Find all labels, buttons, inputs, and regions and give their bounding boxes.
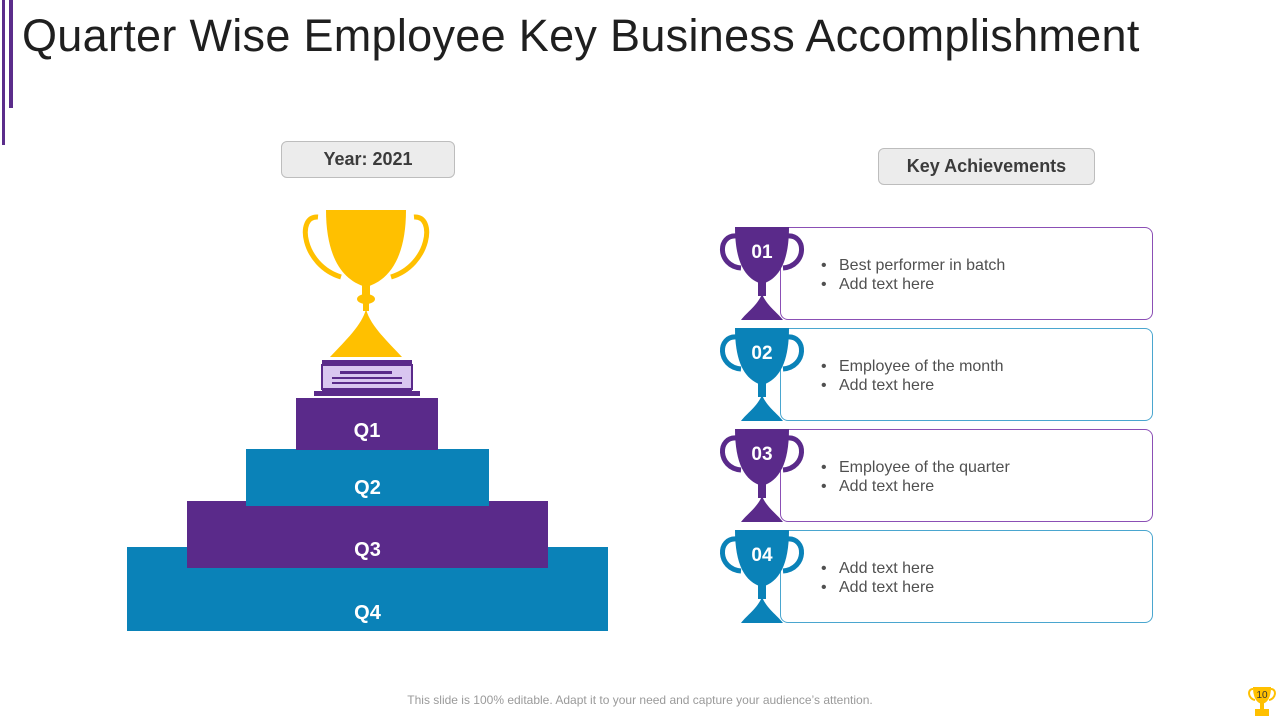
trophy-icon: 03: [717, 426, 807, 526]
achievement-card-3: Employee of the quarter Add text here: [780, 429, 1153, 522]
step-q3: Q3: [187, 501, 548, 568]
achievement-list: Add text here Add text here: [821, 559, 934, 597]
achievement-number: 03: [751, 444, 773, 465]
accent-bar: [2, 0, 5, 145]
key-achievements-label: Key Achievements: [878, 148, 1095, 185]
achievement-card-2: Employee of the month Add text here: [780, 328, 1153, 421]
achievement-number: 01: [751, 242, 773, 263]
achievement-number: 02: [751, 343, 773, 364]
trophy-icon: 01: [717, 224, 807, 324]
achievement-list: Employee of the month Add text here: [821, 357, 1004, 395]
page-number: 10: [1256, 690, 1268, 701]
trophy-icon: 02: [717, 325, 807, 425]
achievement-list: Employee of the quarter Add text here: [821, 458, 1010, 496]
achievement-card-1: Best performer in batch Add text here: [780, 227, 1153, 320]
list-item: Add text here: [821, 275, 1005, 294]
year-label: Year: 2021: [281, 141, 455, 178]
page-title: Quarter Wise Employee Key Business Accom…: [22, 10, 1140, 61]
list-item: Add text here: [821, 578, 934, 597]
trophy-icon: 04: [717, 527, 807, 627]
trophy-icon: [296, 205, 436, 400]
list-item: Employee of the month: [821, 357, 1004, 376]
accent-bar: [9, 0, 13, 108]
trophy-icon: [1247, 686, 1277, 718]
achievement-card-4: Add text here Add text here: [780, 530, 1153, 623]
list-item: Add text here: [821, 477, 1010, 496]
step-q2: Q2: [246, 449, 489, 506]
achievement-number: 04: [751, 545, 773, 566]
achievement-list: Best performer in batch Add text here: [821, 256, 1005, 294]
step-q1: Q1: [296, 398, 438, 450]
list-item: Best performer in batch: [821, 256, 1005, 275]
list-item: Add text here: [821, 559, 934, 578]
list-item: Add text here: [821, 376, 1004, 395]
list-item: Employee of the quarter: [821, 458, 1010, 477]
footer-note: This slide is 100% editable. Adapt it to…: [407, 693, 873, 707]
